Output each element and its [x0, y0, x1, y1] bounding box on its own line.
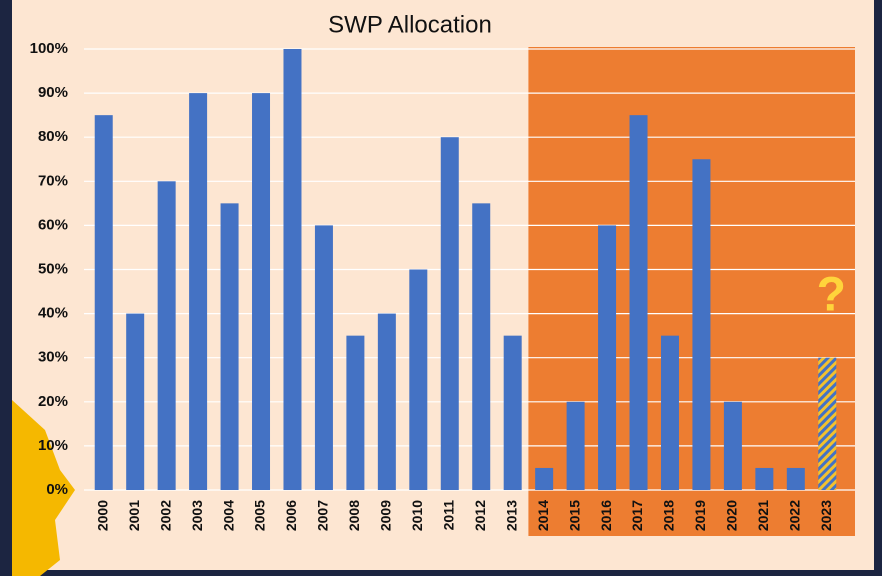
y-tick-label: 50%	[38, 260, 68, 277]
bar	[158, 181, 176, 490]
bar	[189, 93, 207, 490]
x-tick-label: 2021	[755, 500, 771, 531]
x-tick-label: 2015	[566, 500, 582, 531]
bar	[346, 336, 364, 490]
x-tick-label: 2006	[283, 500, 299, 531]
x-tick-label: 2008	[346, 500, 362, 531]
bar	[472, 203, 490, 490]
y-tick-label: 40%	[38, 305, 68, 322]
x-tick-label: 2016	[598, 500, 614, 531]
x-tick-label: 2000	[94, 500, 110, 531]
x-tick-label: 2020	[724, 500, 740, 531]
x-tick-label: 2014	[535, 500, 551, 531]
y-tick-label: 70%	[38, 172, 68, 189]
page: {"chart_data": {"type": "bar", "title": …	[0, 0, 882, 576]
x-tick-label: 2003	[189, 500, 205, 531]
bar	[315, 225, 333, 490]
x-tick-label: 2004	[220, 500, 236, 531]
bar	[818, 358, 836, 490]
y-tick-label: 100%	[30, 40, 68, 57]
x-tick-label: 2010	[409, 500, 425, 531]
x-tick-label: 2012	[472, 500, 488, 531]
chart-title: SWP Allocation	[328, 11, 492, 38]
y-tick-label: 90%	[38, 84, 68, 101]
bar	[221, 203, 239, 490]
annotation: ?	[817, 268, 846, 321]
bar	[441, 137, 459, 490]
x-tick-label: 2019	[692, 500, 708, 531]
bar	[504, 336, 522, 490]
x-tick-label: 2011	[440, 500, 456, 531]
x-tick-label: 2017	[629, 500, 645, 531]
y-tick-label: 10%	[38, 437, 68, 454]
y-tick-label: 80%	[38, 128, 68, 145]
bar	[692, 159, 710, 490]
x-tick-label: 2009	[378, 500, 394, 531]
bar	[598, 225, 616, 490]
bar	[252, 93, 270, 490]
x-tick-label: 2022	[787, 500, 803, 531]
bar	[755, 468, 773, 490]
y-tick-label: 60%	[38, 216, 68, 233]
x-tick-label: 2013	[503, 500, 519, 531]
bar	[630, 115, 648, 490]
bar	[787, 468, 805, 490]
x-tick-label: 2023	[818, 500, 834, 531]
x-tick-label: 2007	[315, 500, 331, 531]
bar	[409, 270, 427, 491]
x-tick-label: 2018	[661, 500, 677, 531]
y-tick-label: 0%	[46, 481, 68, 498]
chart: 0% 10% 20% 30% 40% 50% 60% 70% 80% 90% 100% 2000 200…	[0, 0, 882, 576]
bar	[661, 336, 679, 490]
bar	[283, 49, 301, 490]
x-tick-label: 2001	[126, 500, 142, 531]
bar	[724, 402, 742, 490]
y-tick-label: 20%	[38, 393, 68, 410]
bar	[126, 314, 144, 490]
x-tick-label: 2002	[157, 500, 173, 531]
bar	[535, 468, 553, 490]
x-tick-label: 2005	[252, 500, 268, 531]
bar	[95, 115, 113, 490]
y-tick-label: 30%	[38, 349, 68, 366]
bar	[567, 402, 585, 490]
bar	[378, 314, 396, 490]
